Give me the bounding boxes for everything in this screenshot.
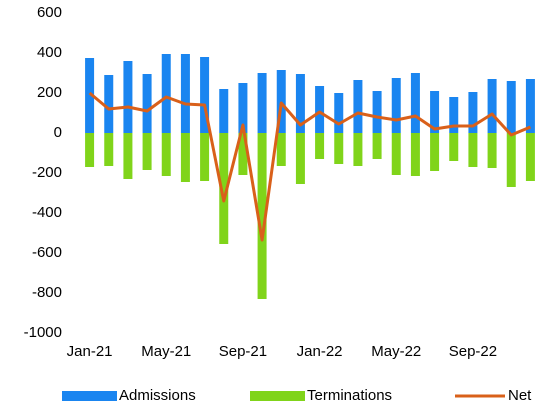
bar xyxy=(410,73,420,133)
bar xyxy=(142,74,152,133)
bar xyxy=(468,133,478,167)
y-tick-label: 200 xyxy=(37,84,62,101)
y-tick-label: -200 xyxy=(32,164,62,181)
bar xyxy=(295,133,305,184)
bar xyxy=(525,79,535,133)
bar xyxy=(487,79,497,133)
y-tick-label: 600 xyxy=(37,4,62,21)
bar xyxy=(449,97,459,133)
bar xyxy=(142,133,152,170)
bar xyxy=(525,133,535,181)
legend-swatch xyxy=(62,391,117,401)
bar xyxy=(430,91,440,133)
bar xyxy=(372,133,382,159)
y-tick-label: 400 xyxy=(37,44,62,61)
y-tick-label: -1000 xyxy=(24,324,62,341)
bar xyxy=(180,133,190,182)
bar xyxy=(391,78,401,133)
bar xyxy=(219,133,229,244)
y-tick-label: -400 xyxy=(32,204,62,221)
bar xyxy=(372,91,382,133)
x-tick-label: May-22 xyxy=(371,343,421,360)
x-tick-label: May-21 xyxy=(141,343,191,360)
bar xyxy=(161,133,171,176)
y-tick-label: 0 xyxy=(54,124,62,141)
bar xyxy=(180,54,190,133)
bar xyxy=(410,133,420,176)
bar xyxy=(295,74,305,133)
bar xyxy=(334,93,344,133)
bar xyxy=(238,133,248,175)
x-tick-label: Jan-21 xyxy=(67,343,113,360)
bar xyxy=(391,133,401,175)
bar xyxy=(104,75,114,133)
bar xyxy=(449,133,459,161)
bar xyxy=(334,133,344,164)
bar xyxy=(315,133,325,159)
bar xyxy=(219,89,229,133)
bar xyxy=(468,92,478,133)
legend-label: Admissions xyxy=(119,387,196,404)
bar xyxy=(487,133,497,168)
bar xyxy=(85,58,95,133)
bar xyxy=(257,73,267,133)
bar xyxy=(123,133,133,179)
bar xyxy=(257,133,267,299)
x-tick-label: Jan-22 xyxy=(297,343,343,360)
bar xyxy=(85,133,95,167)
bar xyxy=(353,133,363,166)
legend-swatch xyxy=(250,391,305,401)
bar xyxy=(506,81,516,133)
bar xyxy=(276,133,286,166)
bar xyxy=(353,80,363,133)
bar xyxy=(430,133,440,171)
x-tick-label: Sep-21 xyxy=(219,343,267,360)
bar xyxy=(200,57,210,133)
line xyxy=(88,91,531,242)
bar xyxy=(238,83,248,133)
y-tick-label: -800 xyxy=(32,284,62,301)
bar xyxy=(506,133,516,187)
bar xyxy=(315,86,325,133)
legend-label: Net xyxy=(508,387,532,404)
bar xyxy=(104,133,114,166)
y-tick-label: -600 xyxy=(32,244,62,261)
legend-label: Terminations xyxy=(307,387,392,404)
bar xyxy=(200,133,210,181)
x-tick-label: Sep-22 xyxy=(449,343,497,360)
bar xyxy=(123,61,133,133)
bar xyxy=(161,54,171,133)
